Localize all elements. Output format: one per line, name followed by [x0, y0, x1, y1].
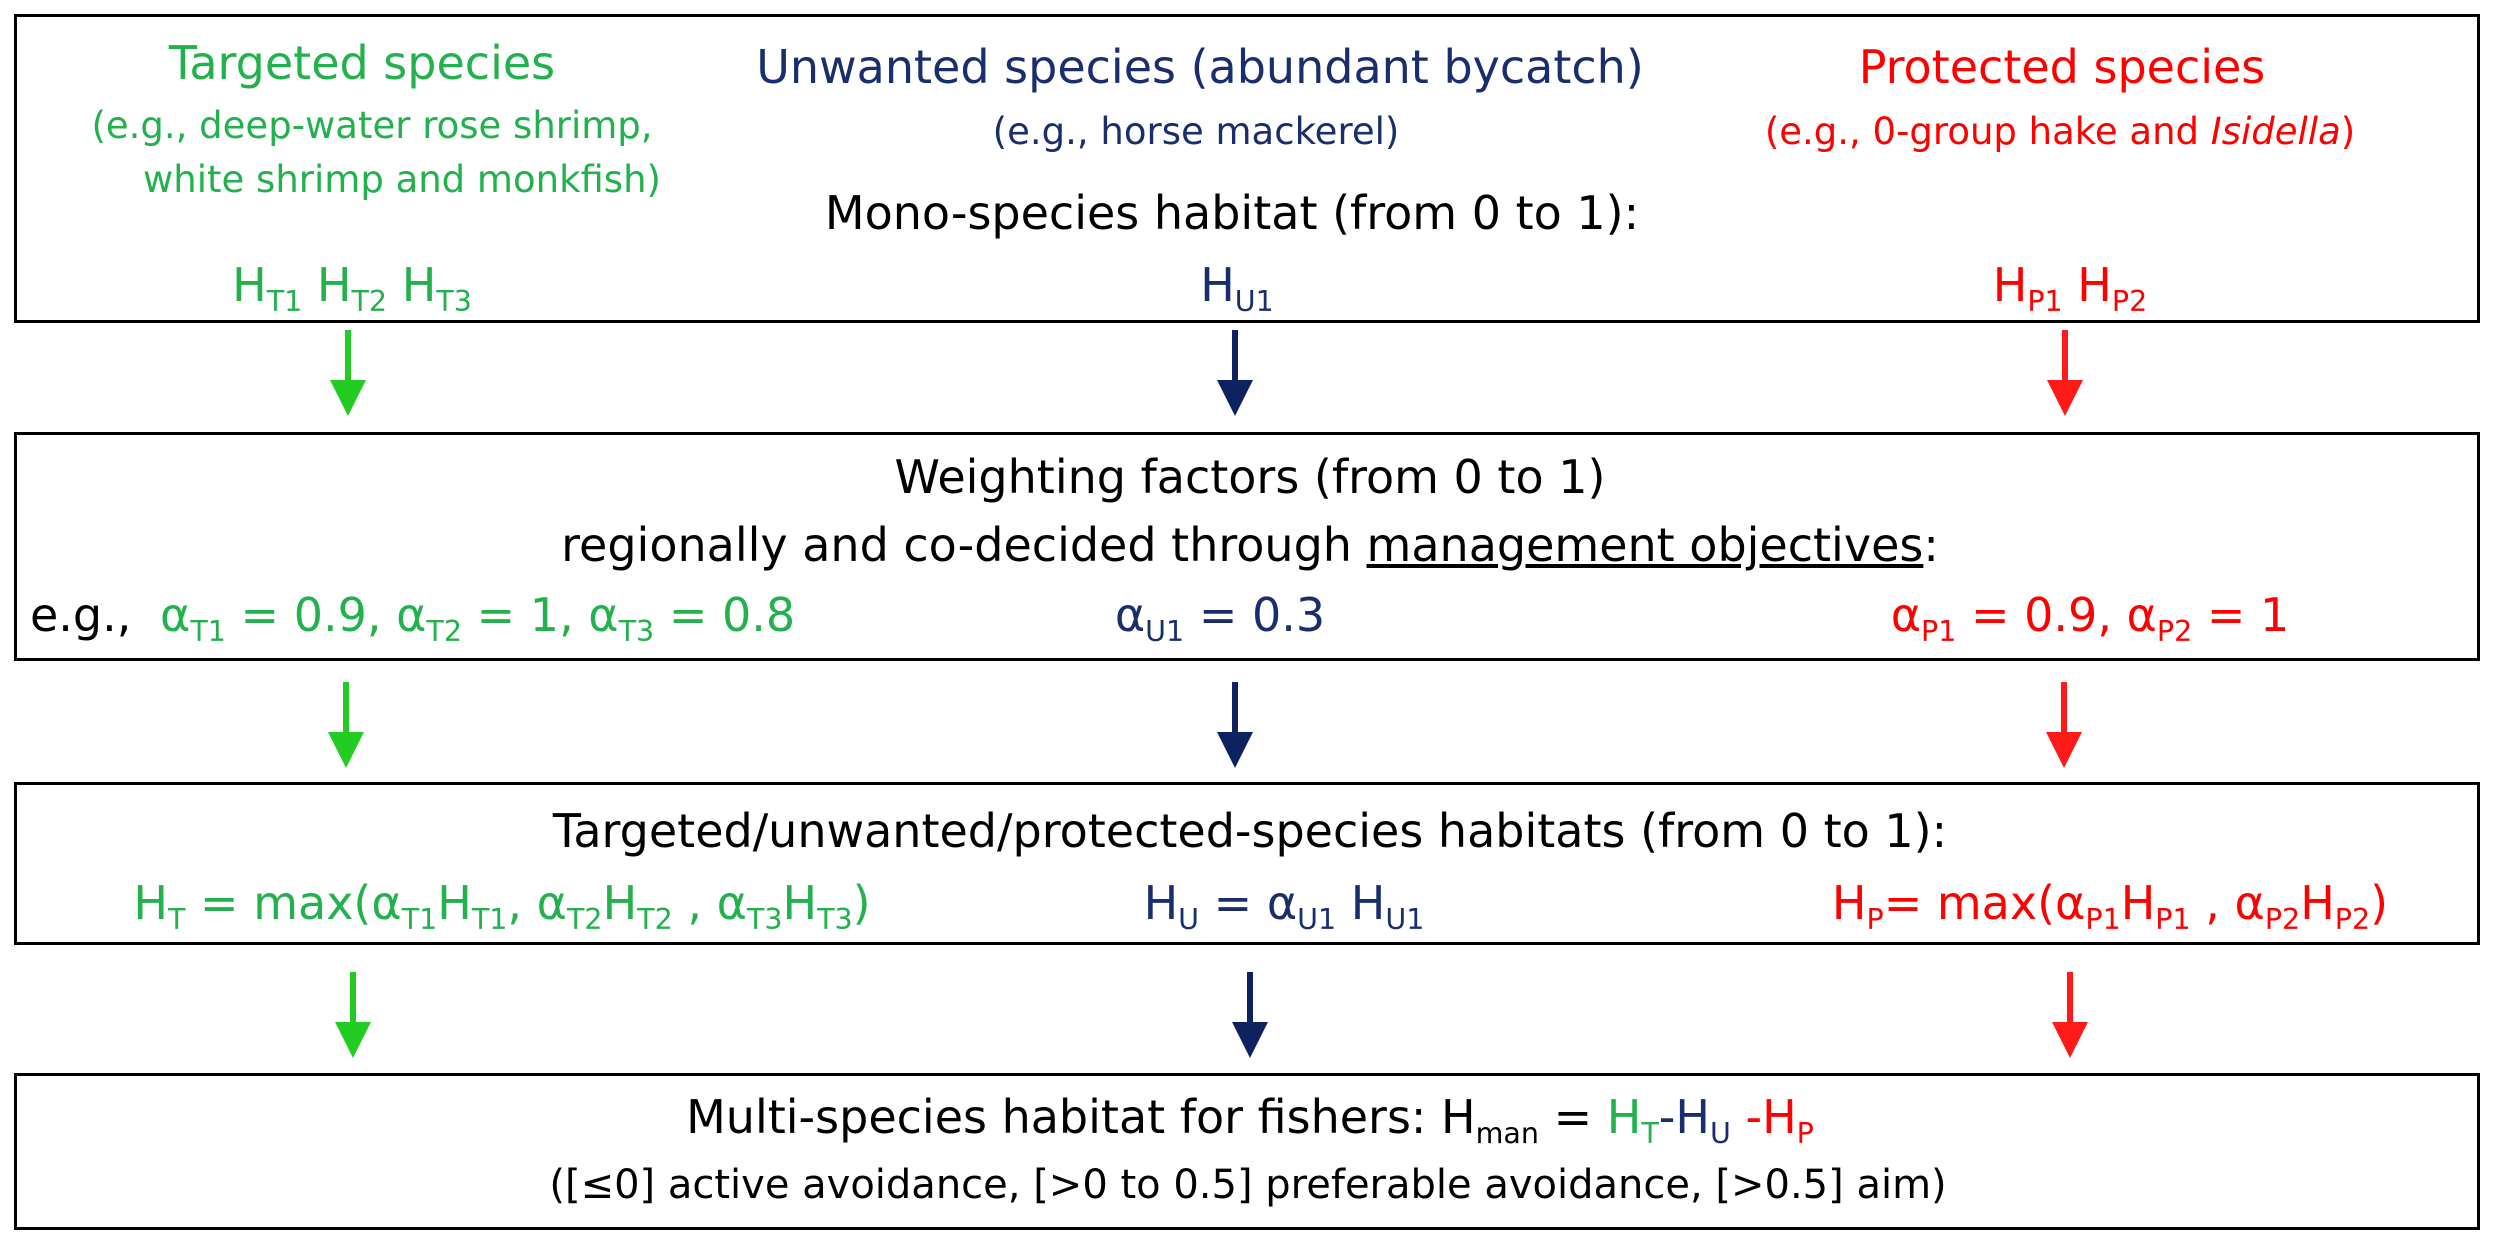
- protected-species-example: (e.g., 0-group hake and Isidella): [1764, 110, 2356, 153]
- unwanted-species-title: Unwanted species (abundant bycatch): [756, 40, 1644, 94]
- arrow-down-icon: [1217, 682, 1253, 768]
- multi-species-habitat-formula: Multi-species habitat for fishers: Hman …: [686, 1090, 1814, 1150]
- unwanted-species-example: (e.g., horse mackerel): [992, 110, 1400, 153]
- arrow-down-icon: [2047, 330, 2083, 416]
- arrow-down-icon: [2046, 682, 2082, 768]
- unwanted-habitat-formula: HU = αU1 HU1: [1143, 876, 1425, 936]
- targeted-species-title: Targeted species: [168, 36, 556, 90]
- weighting-factors-title: Weighting factors (from 0 to 1): [894, 450, 1606, 504]
- arrow-down-icon: [1232, 972, 1268, 1058]
- targeted-habitat-formula: HT = max(αT1HT1, αT2HT2 , αT3HT3): [133, 876, 871, 936]
- protected-mono-habitats: HP1 HP2: [1992, 258, 2148, 318]
- multi-species-habitat-box: [14, 1073, 2480, 1230]
- protected-species-title: Protected species: [1858, 40, 2266, 94]
- arrow-down-icon: [328, 682, 364, 768]
- targeted-weights: αT1 = 0.9, αT2 = 1, αT3 = 0.8: [160, 588, 796, 648]
- unwanted-weight: αU1 = 0.3: [1114, 588, 1326, 648]
- arrow-down-icon: [1217, 330, 1253, 416]
- arrow-down-icon: [2052, 972, 2088, 1058]
- weighting-factors-box: [14, 432, 2480, 661]
- arrow-down-icon: [335, 972, 371, 1058]
- unwanted-mono-habitat: HU1: [1200, 258, 1274, 318]
- mono-species-habitat-label: Mono-species habitat (from 0 to 1):: [824, 186, 1640, 240]
- species-groups-box: [14, 14, 2480, 323]
- targeted-species-example-line2: white shrimp and monkfish): [143, 158, 661, 201]
- arrow-down-icon: [330, 330, 366, 416]
- avoidance-thresholds-note: ([≤0] active avoidance, [>0 to 0.5] pref…: [549, 1162, 1947, 1208]
- weighting-factors-subtitle: regionally and co-decided through manage…: [561, 518, 1939, 572]
- combined-habitats-box: [14, 782, 2480, 945]
- targeted-mono-habitats: HT1 HT2 HT3: [232, 258, 472, 318]
- example-label: e.g.,: [30, 588, 132, 642]
- protected-habitat-formula: HP= max(αP1HP1 , αP2HP2): [1831, 876, 2389, 936]
- combined-habitats-title: Targeted/unwanted/protected-species habi…: [552, 804, 1948, 858]
- protected-weights: αP1 = 0.9, αP2 = 1: [1890, 588, 2290, 648]
- targeted-species-example-line1: (e.g., deep-water rose shrimp,: [91, 104, 653, 147]
